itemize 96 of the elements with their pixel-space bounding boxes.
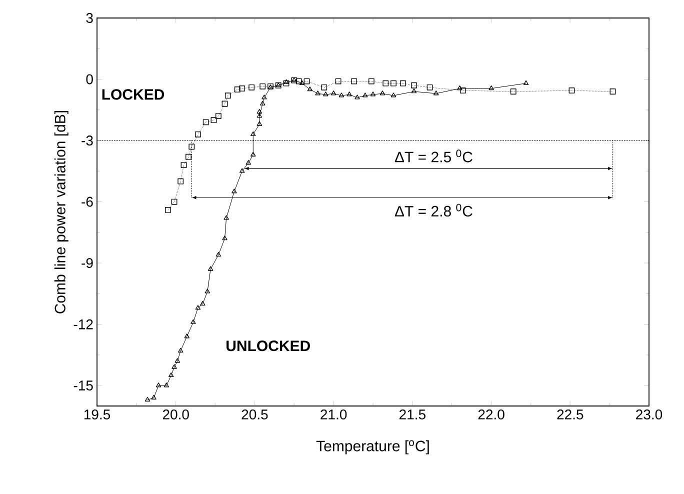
point [234, 86, 240, 92]
point [460, 88, 466, 94]
y-tick-label: -12 [74, 319, 93, 330]
point [390, 92, 396, 98]
point [171, 198, 178, 205]
point [195, 305, 201, 310]
point [156, 382, 162, 388]
point [208, 266, 214, 271]
point [351, 78, 358, 84]
point [151, 394, 156, 400]
point [174, 358, 180, 363]
x-tick-label: 20.5 [242, 410, 268, 420]
point [284, 79, 289, 84]
point [338, 92, 344, 98]
point [370, 92, 376, 96]
point [610, 88, 616, 94]
point [250, 152, 256, 156]
x-axis-title: Temperature [$^{o}$C] [316, 440, 429, 454]
annotation: ΔT = 2.5 $^{0}$C [394, 150, 472, 162]
point [262, 94, 267, 100]
point [248, 84, 255, 90]
y-tick-label: -15 [74, 380, 93, 390]
y-axis-title: Comb line power variation [dB] [54, 110, 68, 314]
point [232, 188, 237, 194]
x-tick-label: 22.0 [478, 410, 504, 420]
point [362, 92, 368, 98]
point [178, 348, 184, 352]
point [224, 92, 231, 99]
point [215, 113, 222, 119]
point [188, 144, 195, 150]
y-tick-label: -3 [82, 136, 93, 146]
point [256, 113, 262, 118]
point [186, 154, 192, 160]
point [260, 100, 266, 106]
point [315, 90, 320, 96]
y-tick-label: 0 [86, 74, 93, 84]
point [380, 90, 386, 96]
point [164, 382, 170, 388]
annotation: LOCKED [102, 89, 164, 100]
point [224, 215, 229, 220]
point [180, 162, 187, 168]
point [210, 117, 217, 124]
point [194, 131, 201, 138]
point [256, 121, 262, 126]
point [256, 108, 262, 114]
point [200, 300, 206, 306]
point [335, 78, 342, 84]
point [246, 160, 252, 165]
point [178, 178, 184, 184]
point [510, 88, 516, 94]
point [390, 80, 396, 86]
point [346, 92, 352, 96]
x-tick-label: 22.5 [557, 410, 584, 420]
point [296, 78, 302, 84]
x-tick-label: 23.0 [636, 410, 662, 420]
point [260, 83, 266, 90]
x-tick-label: 20.0 [162, 410, 189, 420]
point [433, 90, 439, 96]
point [222, 236, 228, 240]
point [568, 88, 575, 94]
annotation: ΔT = 2.8 $^{0}$C [394, 204, 472, 217]
x-tick-label: 21.0 [320, 410, 347, 420]
point [400, 80, 406, 86]
point [457, 85, 462, 90]
point [239, 85, 246, 92]
point [283, 80, 290, 86]
y-tick-label: 3 [86, 13, 93, 23]
point [240, 168, 245, 173]
point [382, 80, 389, 86]
point [488, 85, 494, 90]
annotation: UNLOCKED [226, 340, 310, 352]
point [304, 78, 310, 84]
point [184, 334, 190, 338]
point [216, 252, 222, 257]
point [321, 84, 328, 90]
point [368, 78, 374, 84]
point [411, 82, 417, 88]
point [354, 94, 360, 100]
x-tick-label: 19.5 [84, 410, 110, 420]
point [411, 88, 417, 94]
point [330, 90, 336, 96]
point [250, 131, 256, 136]
point [172, 364, 177, 369]
y-tick-label: -9 [82, 258, 93, 268]
point [165, 207, 171, 213]
point [204, 288, 210, 294]
point [168, 372, 174, 378]
y-tick-label: -6 [82, 196, 93, 207]
x-tick-label: 21.5 [400, 410, 426, 420]
point [299, 80, 305, 85]
point [202, 119, 209, 126]
point [323, 92, 328, 96]
point [307, 86, 313, 92]
point [426, 84, 433, 90]
point [190, 319, 196, 324]
point [222, 100, 228, 107]
